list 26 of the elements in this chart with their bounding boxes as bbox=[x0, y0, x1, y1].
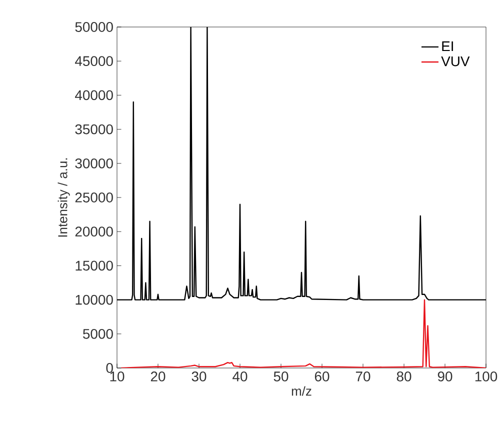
x-tick-label: 50 bbox=[274, 372, 288, 382]
x-tick-label: 20 bbox=[150, 372, 166, 382]
legend-label: VUV bbox=[441, 56, 470, 66]
y-tick-label: 20000 bbox=[75, 226, 113, 237]
y-tick-label: 30000 bbox=[75, 158, 113, 168]
y-axis-title: Intensity / a.u. bbox=[58, 158, 70, 237]
x-tick-label: 80 bbox=[396, 372, 412, 382]
y-tick-label: 50000 bbox=[75, 22, 113, 32]
x-tick-label: 70 bbox=[356, 372, 370, 382]
y-tick-label: 25000 bbox=[75, 192, 113, 202]
y-tick-label: 5000 bbox=[83, 328, 113, 339]
x-tick-label: 100 bbox=[475, 372, 498, 382]
x-axis-title: m/z bbox=[292, 386, 312, 396]
line-series bbox=[120, 299, 486, 368]
x-tick-label: 40 bbox=[232, 372, 248, 382]
x-tick-label: 90 bbox=[438, 372, 452, 382]
x-tick-label: 60 bbox=[314, 372, 330, 382]
y-tick-label: 15000 bbox=[76, 260, 113, 271]
x-tick-label: 10 bbox=[110, 372, 124, 382]
y-tick-label: 0 bbox=[106, 363, 113, 373]
x-tick-label: 30 bbox=[192, 372, 206, 382]
y-tick-label: 10000 bbox=[76, 294, 113, 305]
legend-label: EI bbox=[442, 41, 453, 52]
y-tick-label: 40000 bbox=[75, 90, 113, 100]
y-tick-label: 45000 bbox=[75, 56, 113, 66]
y-tick-label: 35000 bbox=[75, 124, 113, 134]
